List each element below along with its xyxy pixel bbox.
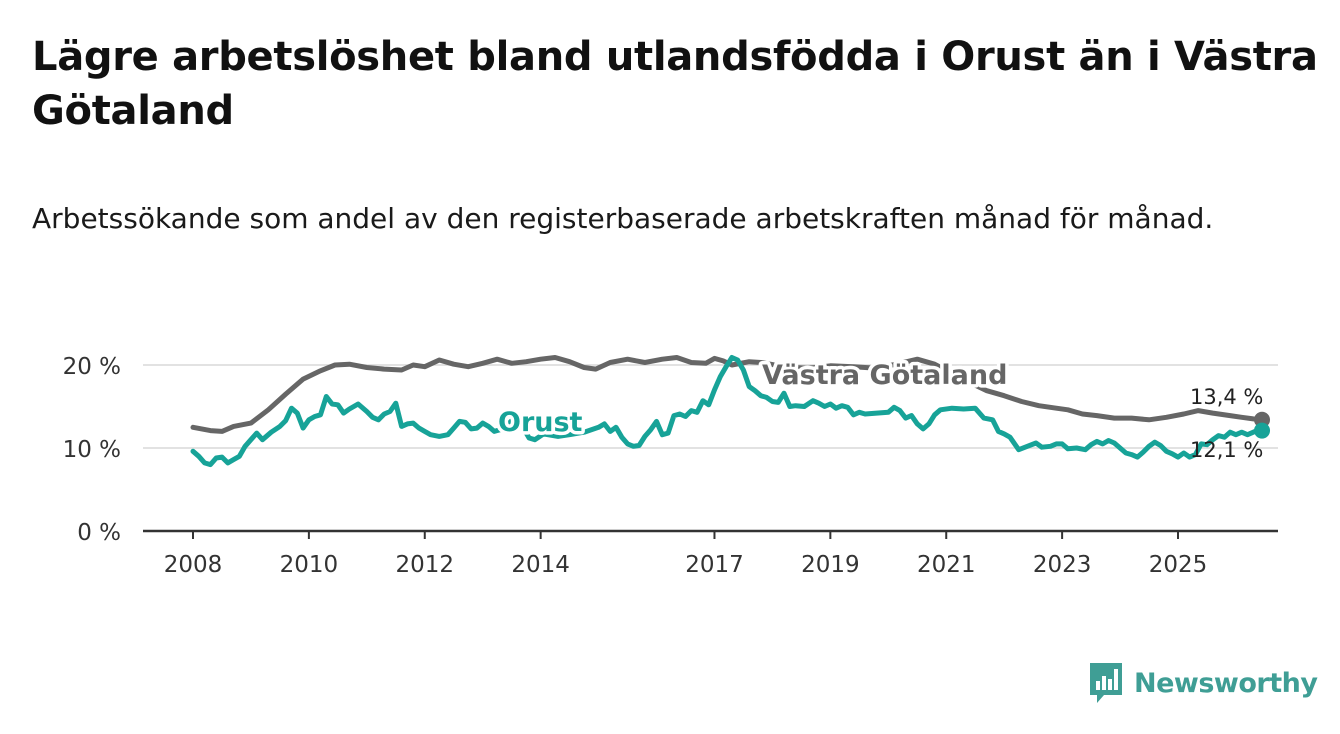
- end-label-vastra-gotaland: 13,4 %: [1190, 385, 1263, 409]
- end-label-orust: 12,1 %: [1190, 438, 1263, 462]
- series-label-vastra-gotaland-text: Västra Götaland: [762, 360, 1007, 391]
- x-tick-label: 2008: [164, 552, 223, 578]
- x-tick-label: 2014: [511, 552, 570, 578]
- newsworthy-logo: Newsworthy: [1088, 660, 1318, 706]
- y-tick-label: 20 %: [63, 354, 121, 380]
- series-label-orust-text: Orust: [498, 407, 583, 438]
- x-tick-label: 2023: [1033, 552, 1092, 578]
- x-tick-label: 2017: [685, 552, 744, 578]
- y-tick-label: 0 %: [77, 520, 121, 546]
- series-line-vastra-gotaland: [190, 355, 1265, 434]
- x-tick-label: 2010: [280, 552, 339, 578]
- series-label-orust-halo: Orust: [498, 407, 583, 438]
- chart-subtitle: Arbetssökande som andel av den registerb…: [32, 202, 1214, 235]
- series-label-vastra-gotaland-halo: Västra Götaland: [762, 360, 1007, 391]
- end-marker-orust: [1254, 422, 1271, 439]
- x-tick-label: 2021: [917, 552, 976, 578]
- y-tick-label: 10 %: [63, 437, 121, 463]
- series-line-orust: [190, 355, 1265, 468]
- x-tick-label: 2019: [801, 552, 860, 578]
- logo-text: Newsworthy: [1134, 667, 1318, 699]
- newsworthy-bar-chart-icon: [1090, 663, 1122, 703]
- x-tick-label: 2012: [395, 552, 454, 578]
- chart-title: Lägre arbetslöshet bland utlandsfödda i …: [32, 34, 1318, 134]
- x-tick-label: 2025: [1149, 552, 1208, 578]
